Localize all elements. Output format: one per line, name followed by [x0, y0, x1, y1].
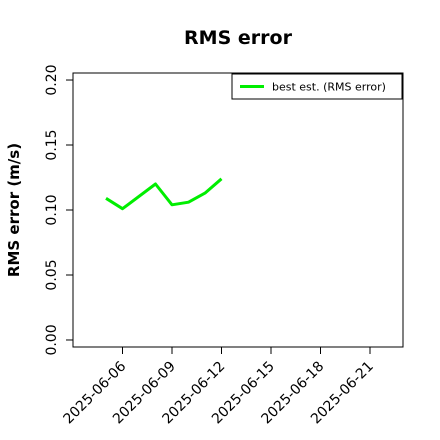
y-tick-label: 0.00 — [44, 324, 60, 355]
y-tick-label: 0.10 — [44, 194, 60, 225]
y-tick-label: 0.15 — [44, 129, 60, 160]
series-line — [105, 177, 223, 211]
chart-title: RMS error — [184, 27, 293, 49]
y-tick-label: 0.05 — [44, 259, 60, 290]
y-axis-label: RMS error (m/s) — [5, 143, 23, 277]
legend-label: best est. (RMS error) — [272, 81, 386, 94]
y-tick-label: 0.20 — [44, 64, 60, 95]
